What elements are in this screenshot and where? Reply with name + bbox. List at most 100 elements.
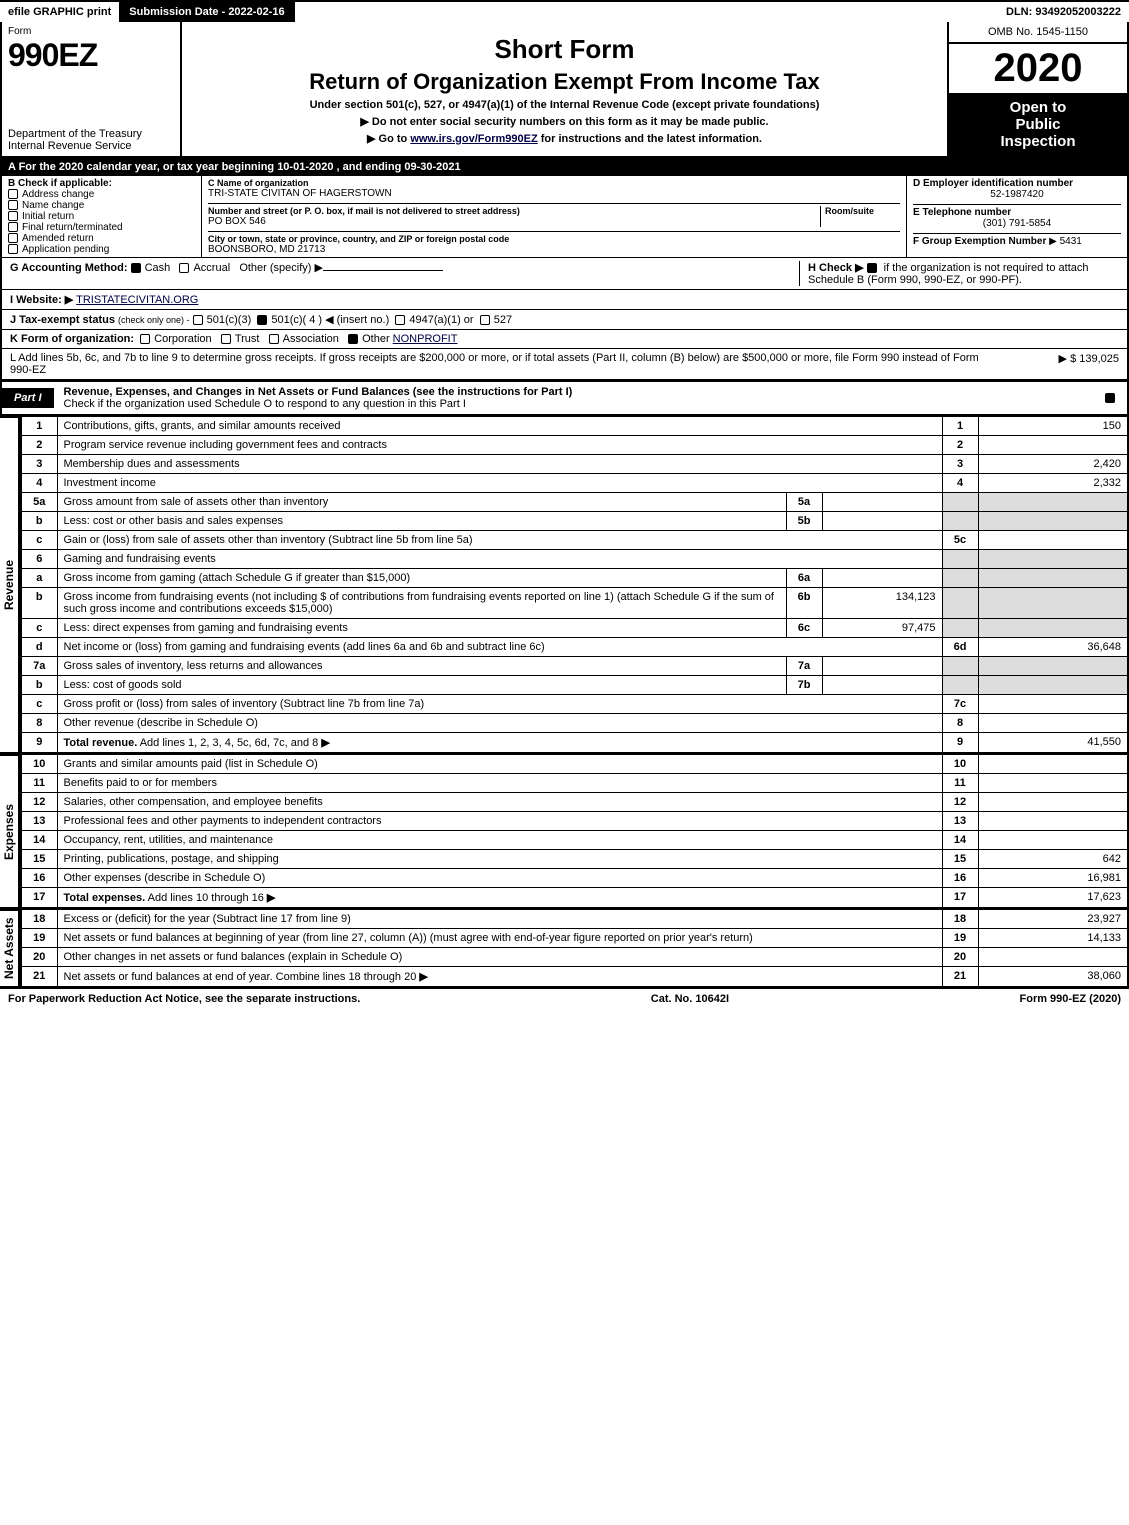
spacer: [295, 2, 998, 22]
line-box: 17: [942, 888, 978, 909]
table-row: cGross profit or (loss) from sales of in…: [21, 695, 1128, 714]
ein-value: 52-1987420: [913, 189, 1121, 200]
line-amount: 2,420: [978, 455, 1128, 474]
cb-address-change[interactable]: Address change: [8, 189, 195, 200]
table-row: bLess: cost of goods sold7b: [21, 676, 1128, 695]
line-description: Grants and similar amounts paid (list in…: [57, 755, 942, 774]
g-label: G Accounting Method:: [10, 262, 128, 274]
netassets-section: Net Assets 18Excess or (deficit) for the…: [0, 909, 1129, 988]
cb-assoc[interactable]: [269, 334, 279, 344]
opt-assoc: Association: [283, 333, 339, 345]
line-amount: 150: [978, 417, 1128, 436]
line-amount: 16,981: [978, 869, 1128, 888]
title-short: Short Form: [192, 34, 937, 65]
line-box: 15: [942, 850, 978, 869]
irs-link[interactable]: www.irs.gov/Form990EZ: [410, 133, 537, 145]
line-amount: [978, 657, 1128, 676]
line-amount: [978, 676, 1128, 695]
cb-other-org[interactable]: [348, 334, 358, 344]
opt-cash: Cash: [145, 262, 171, 274]
line-description: Gross sales of inventory, less returns a…: [57, 657, 786, 676]
line-amount: [978, 695, 1128, 714]
dept-label: Department of the Treasury: [8, 128, 174, 140]
line-amount: 2,332: [978, 474, 1128, 493]
line-box: 21: [942, 967, 978, 988]
line-a-period: A For the 2020 calendar year, or tax yea…: [0, 158, 1129, 176]
table-row: 7aGross sales of inventory, less returns…: [21, 657, 1128, 676]
line-box: 8: [942, 714, 978, 733]
line-l: L Add lines 5b, 6c, and 7b to line 9 to …: [0, 349, 1129, 381]
org-address: PO BOX 546: [208, 216, 820, 227]
line-description: Gross amount from sale of assets other t…: [57, 493, 786, 512]
line-k: K Form of organization: Corporation Trus…: [0, 330, 1129, 349]
line-amount: 23,927: [978, 910, 1128, 929]
line-box: 2: [942, 436, 978, 455]
line-description: Occupancy, rent, utilities, and maintena…: [57, 831, 942, 850]
line-description: Gain or (loss) from sale of assets other…: [57, 531, 942, 550]
netassets-side-label: Net Assets: [0, 909, 20, 988]
line-number: b: [21, 588, 57, 619]
line-amount: [978, 619, 1128, 638]
hint2-post: for instructions and the latest informat…: [538, 133, 762, 145]
cb-initial-return[interactable]: Initial return: [8, 211, 195, 222]
revenue-table: 1Contributions, gifts, grants, and simil…: [20, 416, 1129, 754]
hint-goto: ▶ Go to www.irs.gov/Form990EZ for instru…: [192, 132, 937, 145]
form-label: Form: [8, 26, 174, 37]
opt-trust: Trust: [235, 333, 260, 345]
line-number: 4: [21, 474, 57, 493]
line-box: 6d: [942, 638, 978, 657]
h-label: H Check ▶: [808, 262, 867, 274]
mid-box: 6c: [786, 619, 822, 638]
part1-title: Revenue, Expenses, and Changes in Net As…: [54, 382, 1097, 414]
phone-value: (301) 791-5854: [913, 218, 1121, 229]
line-number: 12: [21, 793, 57, 812]
cb-527[interactable]: [480, 315, 490, 325]
line-amount: [978, 755, 1128, 774]
line-number: b: [21, 512, 57, 531]
cb-accrual[interactable]: [179, 263, 189, 273]
mid-box: 5b: [786, 512, 822, 531]
cb-4947[interactable]: [395, 315, 405, 325]
line-box: [942, 512, 978, 531]
line-number: 21: [21, 967, 57, 988]
line-number: 17: [21, 888, 57, 909]
line-box: 5c: [942, 531, 978, 550]
part1-tab: Part I: [2, 388, 54, 408]
other-specify-input[interactable]: [323, 270, 443, 271]
line-box: 4: [942, 474, 978, 493]
table-row: 21Net assets or fund balances at end of …: [21, 967, 1128, 988]
part1-check[interactable]: [1097, 388, 1127, 408]
revenue-section: Revenue 1Contributions, gifts, grants, a…: [0, 416, 1129, 754]
opt-name-change: Name change: [22, 200, 84, 211]
line-amount: 38,060: [978, 967, 1128, 988]
cb-501c[interactable]: [257, 315, 267, 325]
cb-final-return[interactable]: Final return/terminated: [8, 222, 195, 233]
efile-print[interactable]: efile GRAPHIC print: [0, 2, 121, 22]
cb-application-pending[interactable]: Application pending: [8, 244, 195, 255]
cb-trust[interactable]: [221, 334, 231, 344]
mid-amount: 97,475: [822, 619, 942, 638]
cb-501c3[interactable]: [193, 315, 203, 325]
line-number: 2: [21, 436, 57, 455]
line-number: b: [21, 676, 57, 695]
cb-h[interactable]: [867, 263, 877, 273]
table-row: 15Printing, publications, postage, and s…: [21, 850, 1128, 869]
cb-cash[interactable]: [131, 263, 141, 273]
cb-amended-return[interactable]: Amended return: [8, 233, 195, 244]
line-number: 7a: [21, 657, 57, 676]
line-description: Net assets or fund balances at end of ye…: [57, 967, 942, 988]
line-box: 3: [942, 455, 978, 474]
line-h: H Check ▶ if the organization is not req…: [799, 261, 1119, 286]
cb-corp[interactable]: [140, 334, 150, 344]
line-description: Net assets or fund balances at beginning…: [57, 929, 942, 948]
footer-right: Form 990-EZ (2020): [1020, 993, 1121, 1005]
open1: Open to: [955, 99, 1121, 116]
line-amount: [978, 714, 1128, 733]
table-row: dNet income or (loss) from gaming and fu…: [21, 638, 1128, 657]
cb-name-change[interactable]: Name change: [8, 200, 195, 211]
subtitle: Under section 501(c), 527, or 4947(a)(1)…: [192, 99, 937, 111]
header-left: Form 990EZ Department of the Treasury In…: [2, 22, 182, 156]
website-link[interactable]: TRISTATECIVITAN.ORG: [76, 294, 198, 306]
line-box: 12: [942, 793, 978, 812]
line-description: Less: direct expenses from gaming and fu…: [57, 619, 786, 638]
